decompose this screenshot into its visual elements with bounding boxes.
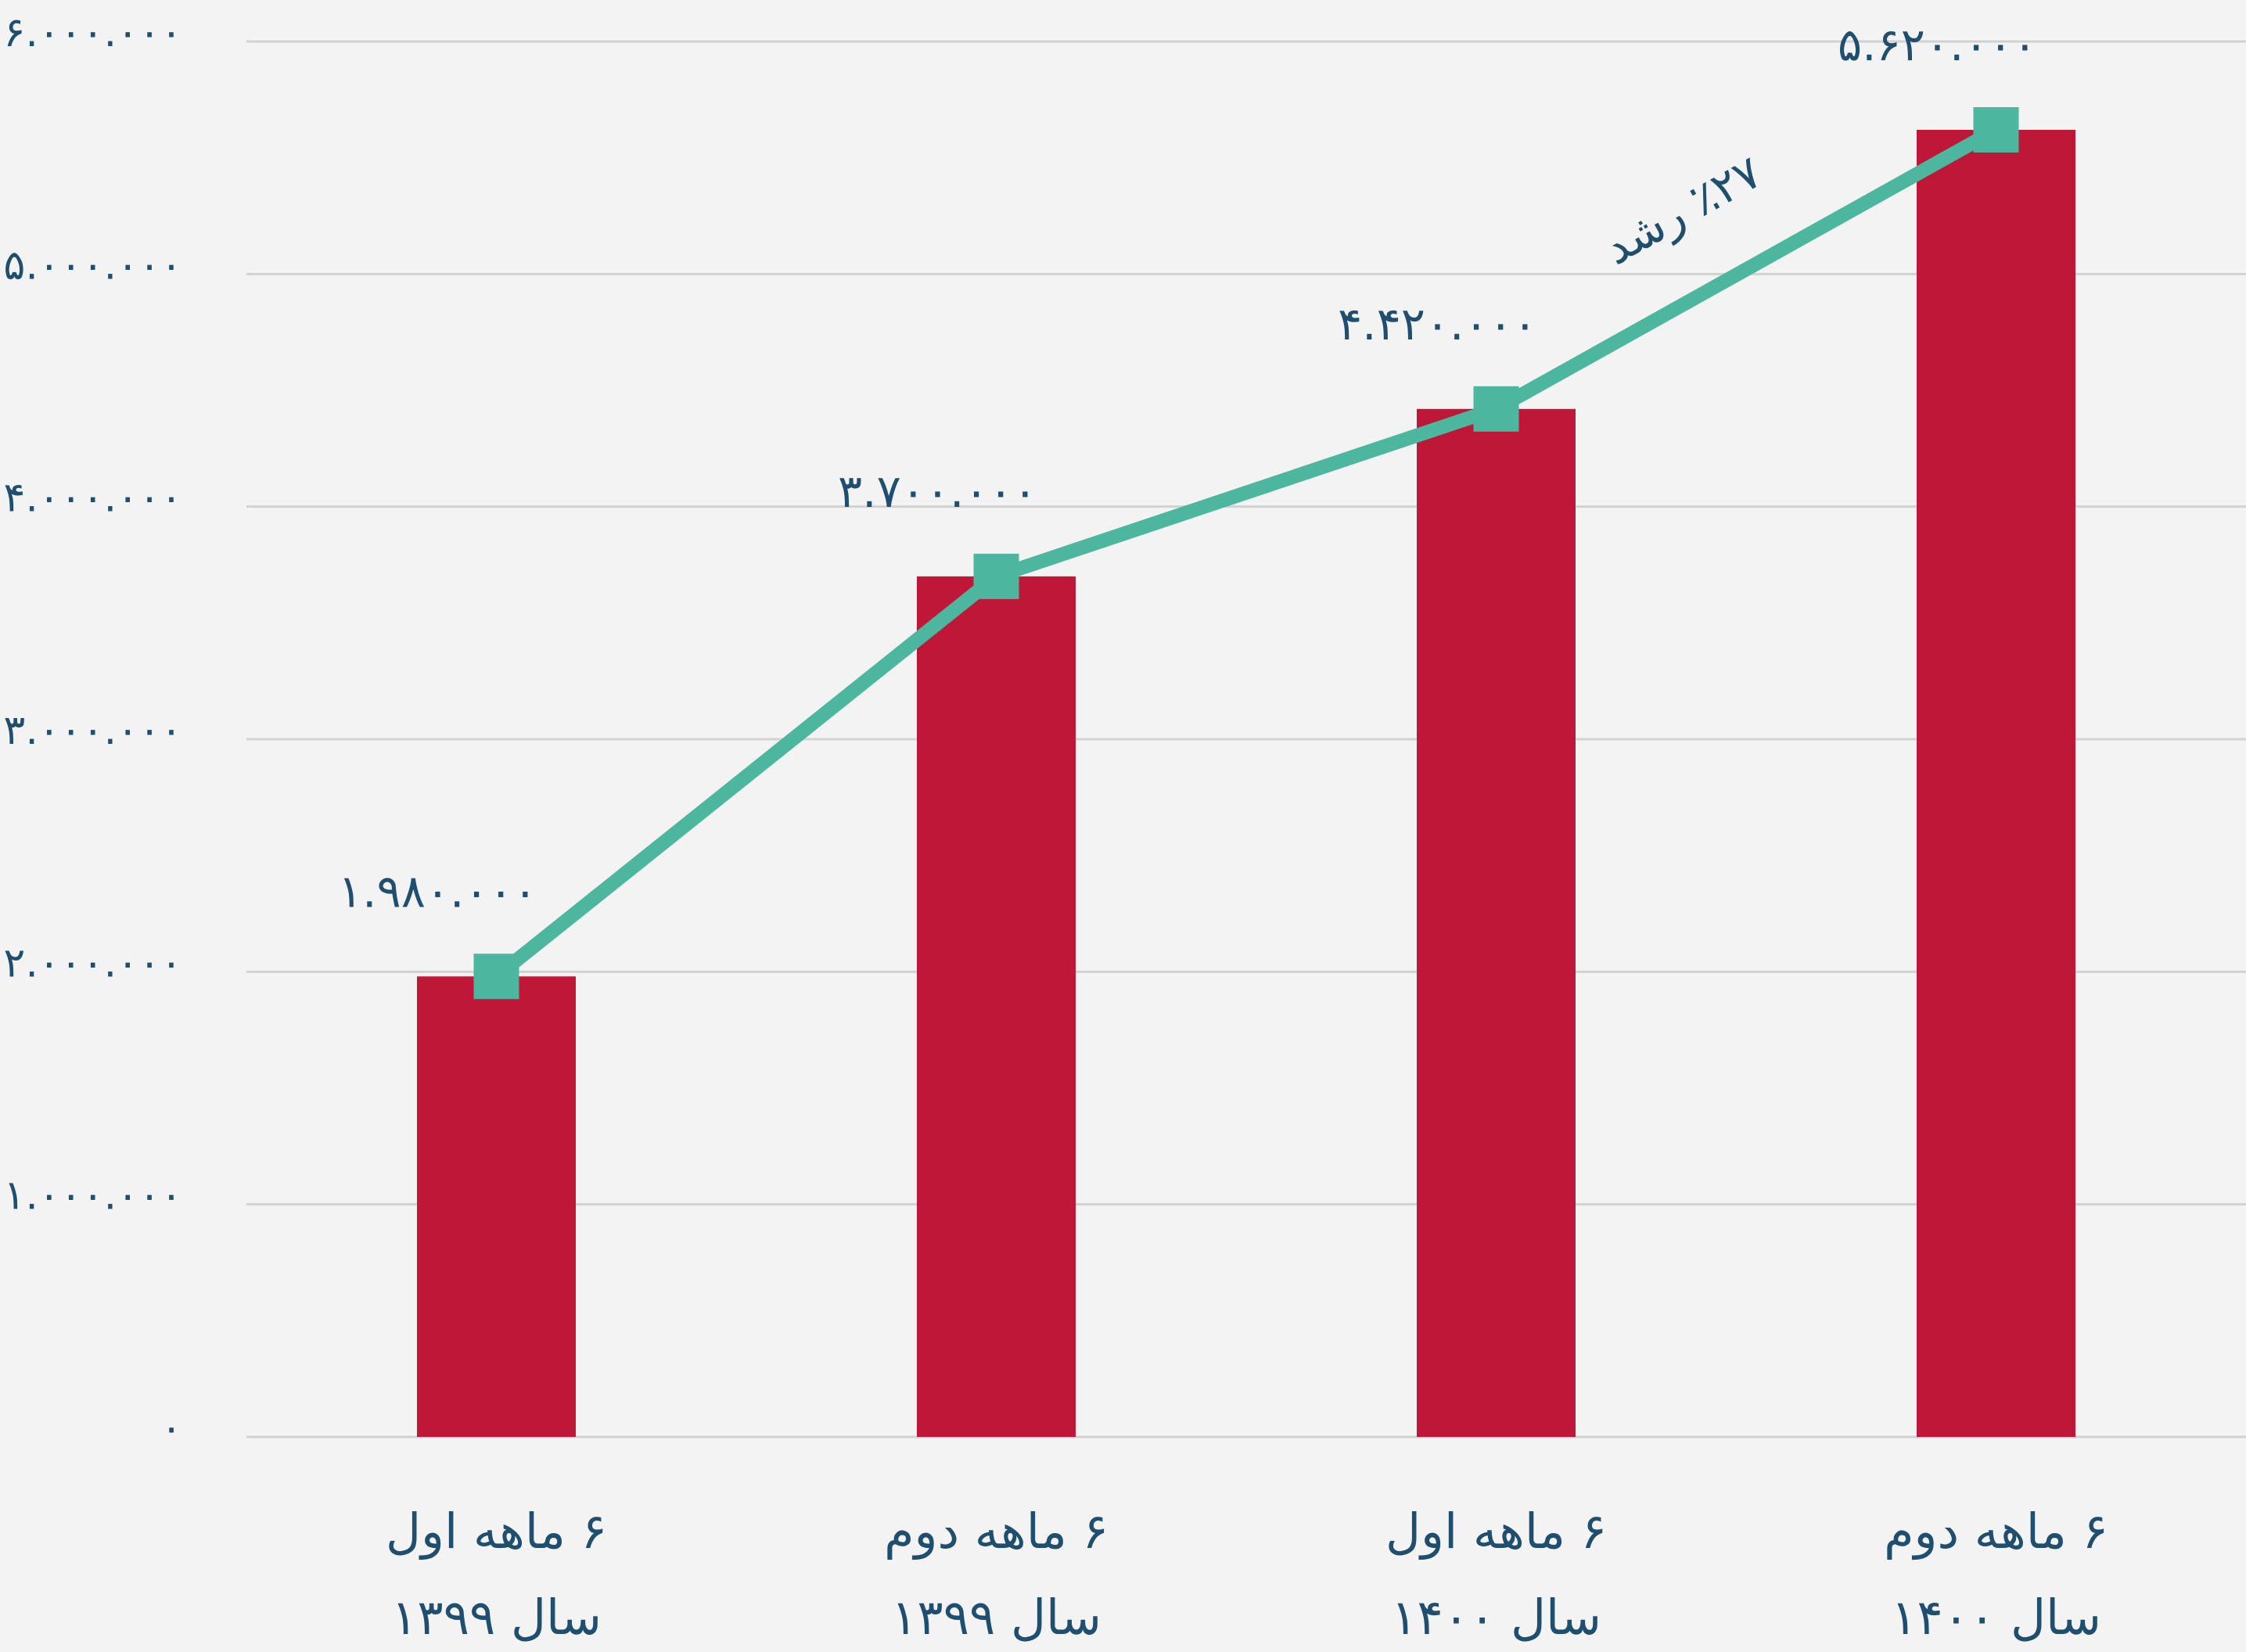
x-tick-label: ۶ ماهه دوم (1884, 1503, 2108, 1560)
line (491, 124, 2000, 982)
x-tick-label: سال ۱۴۰۰ (1891, 1589, 2101, 1646)
y-tick-label: ۵.۰۰۰.۰۰۰ (3, 242, 182, 289)
x-tick-label: ۶ ماهه اول (386, 1503, 607, 1560)
bar (1417, 408, 1576, 1438)
value-label: ۵.۶۲۰.۰۰۰ (1838, 18, 2037, 71)
value-label: ۴.۴۲۰.۰۰۰ (1338, 297, 1537, 350)
value-label: ۱.۹۸۰.۰۰۰ (338, 864, 537, 918)
bar (917, 576, 1076, 1437)
y-tick-label: ۳.۰۰۰.۰۰۰ (3, 707, 182, 754)
x-tick-label: ۶ ماهه اول (1385, 1503, 1607, 1560)
bar (417, 976, 576, 1437)
value-label: ۳.۷۰۰.۰۰۰ (838, 465, 1037, 518)
x-tick-label: سال ۱۳۹۹ (391, 1589, 602, 1646)
y-tick-label: ۰ (160, 1405, 182, 1452)
line-marker (473, 953, 519, 1000)
line-marker (1973, 106, 2019, 153)
y-tick-label: ۲.۰۰۰.۰۰۰ (3, 939, 182, 986)
y-tick-label: ۶.۰۰۰.۰۰۰ (3, 9, 182, 56)
x-tick-label: سال ۱۴۰۰ (1391, 1589, 1601, 1646)
x-tick-label: ۶ ماهه دوم (884, 1503, 1109, 1560)
line-marker (1473, 386, 1519, 432)
line-marker (973, 553, 1019, 599)
x-tick-label: سال ۱۳۹۹ (891, 1589, 1101, 1646)
y-tick-label: ۴.۰۰۰.۰۰۰ (3, 475, 182, 522)
y-tick-label: ۱.۰۰۰.۰۰۰ (3, 1173, 182, 1219)
bar (1917, 129, 2075, 1437)
